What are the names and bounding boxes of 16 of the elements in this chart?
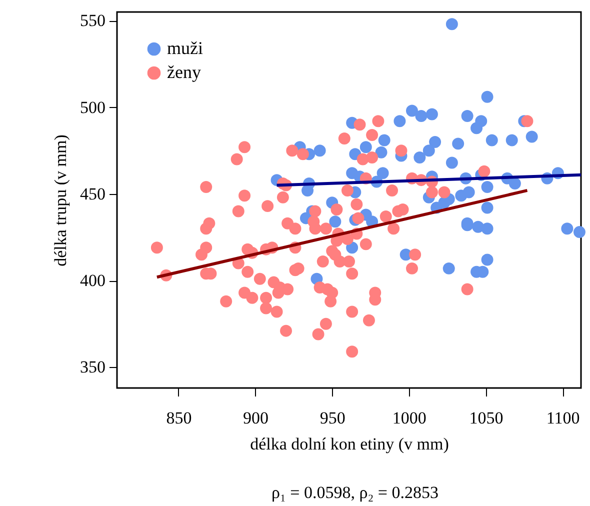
legend-label: ženy bbox=[167, 62, 201, 82]
x-tick-label: 900 bbox=[243, 408, 269, 428]
x-axis-title: délka dolní kon etiny (v mm) bbox=[250, 434, 449, 454]
y-tick-label: 450 bbox=[80, 184, 106, 204]
x-tick-label: 1000 bbox=[392, 408, 426, 428]
y-tick-label: 350 bbox=[80, 358, 106, 377]
y-tick-label: 400 bbox=[80, 271, 106, 290]
x-tick-label: 1100 bbox=[546, 408, 580, 428]
x-tick-label: 1050 bbox=[469, 408, 504, 428]
x-tick-label: 950 bbox=[320, 408, 346, 428]
legend-label: muži bbox=[167, 38, 203, 58]
y-axis-title: délka trupu (v mm) bbox=[51, 134, 70, 266]
y-tick-label: 550 bbox=[80, 11, 106, 30]
y-tick-label: 500 bbox=[80, 98, 106, 117]
text: ρ₁ = 0.0598, ρ₂ = 0.2853 bbox=[272, 483, 438, 502]
x-tick-label: 850 bbox=[166, 408, 192, 428]
